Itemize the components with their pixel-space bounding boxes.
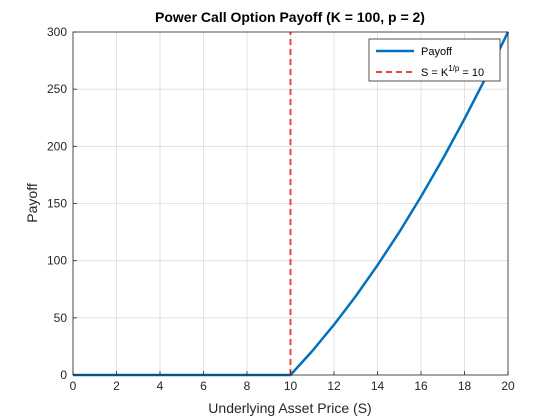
x-tick-label: 12 <box>327 379 341 393</box>
x-tick-label: 8 <box>244 379 251 393</box>
y-tick-label: 250 <box>47 82 67 96</box>
legend: Payoff S = K1/p = 10 <box>368 38 501 82</box>
legend-label-payoff: Payoff <box>421 46 453 58</box>
y-tick-label: 200 <box>47 139 67 153</box>
x-tick-label: 4 <box>157 379 164 393</box>
y-axis-label: Payoff <box>24 183 40 223</box>
x-tick-label: 6 <box>200 379 207 393</box>
legend-threshold-suffix: = 10 <box>459 67 484 79</box>
y-tick-label: 100 <box>47 254 67 268</box>
legend-box <box>368 38 501 82</box>
y-tick-label: 150 <box>47 197 67 211</box>
y-tick-label: 0 <box>60 368 67 382</box>
x-tick-label: 2 <box>113 379 120 393</box>
x-tick-label: 0 <box>70 379 77 393</box>
x-tick-label: 16 <box>414 379 428 393</box>
x-tick-label: 10 <box>284 379 298 393</box>
x-tick-label: 20 <box>501 379 515 393</box>
legend-threshold-prefix: S = K <box>421 67 449 79</box>
y-tick-label: 50 <box>54 311 68 325</box>
x-axis-label: Underlying Asset Price (S) <box>208 400 371 416</box>
x-tick-label: 14 <box>371 379 385 393</box>
y-tick-label: 300 <box>47 25 67 39</box>
legend-threshold-sup: 1/p <box>448 64 460 73</box>
chart-title: Power Call Option Payoff (K = 100, p = 2… <box>155 9 425 25</box>
x-tick-label: 18 <box>458 379 472 393</box>
legend-label-threshold: S = K1/p = 10 <box>421 64 484 79</box>
